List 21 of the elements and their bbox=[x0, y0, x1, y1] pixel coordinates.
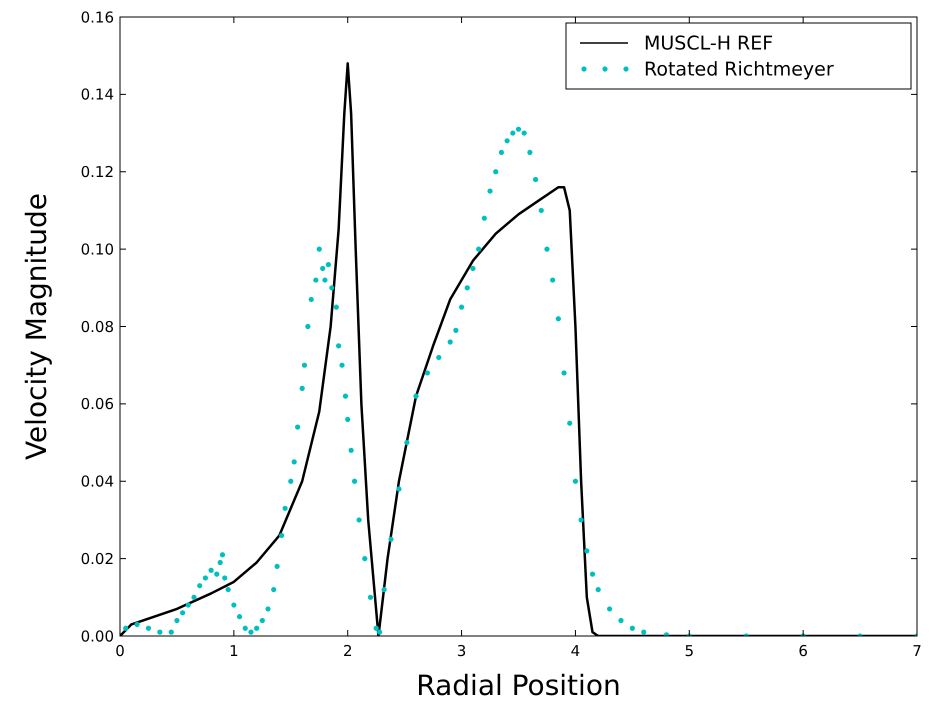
legend-label: Rotated Richtmeyer bbox=[644, 58, 834, 81]
x-axis-title: Radial Position bbox=[416, 669, 621, 702]
y-tick-label: 0.04 bbox=[80, 472, 114, 490]
x-tick-label: 1 bbox=[229, 642, 239, 660]
y-tick-label: 0.14 bbox=[80, 86, 114, 104]
x-tick-label: 7 bbox=[912, 642, 922, 660]
x-tick-label: 6 bbox=[798, 642, 808, 660]
y-axis-title: Velocity Magnitude bbox=[20, 192, 53, 460]
y-tick-label: 0.02 bbox=[80, 550, 114, 568]
y-tick-label: 0.10 bbox=[80, 240, 114, 258]
y-tick-label: 0.08 bbox=[80, 318, 114, 336]
x-tick-label: 0 bbox=[115, 642, 125, 660]
x-tick-label: 5 bbox=[684, 642, 694, 660]
y-tick-label: 0.06 bbox=[80, 395, 114, 414]
legend-label: MUSCL-H REF bbox=[644, 32, 774, 55]
x-tick-label: 3 bbox=[456, 642, 466, 660]
y-tick-label: 0.16 bbox=[80, 8, 114, 26]
y-tick-label: 0.00 bbox=[80, 627, 114, 646]
x-tick-label: 2 bbox=[342, 642, 352, 660]
y-tick-label: 0.12 bbox=[80, 163, 114, 181]
x-tick-label: 4 bbox=[570, 642, 580, 660]
